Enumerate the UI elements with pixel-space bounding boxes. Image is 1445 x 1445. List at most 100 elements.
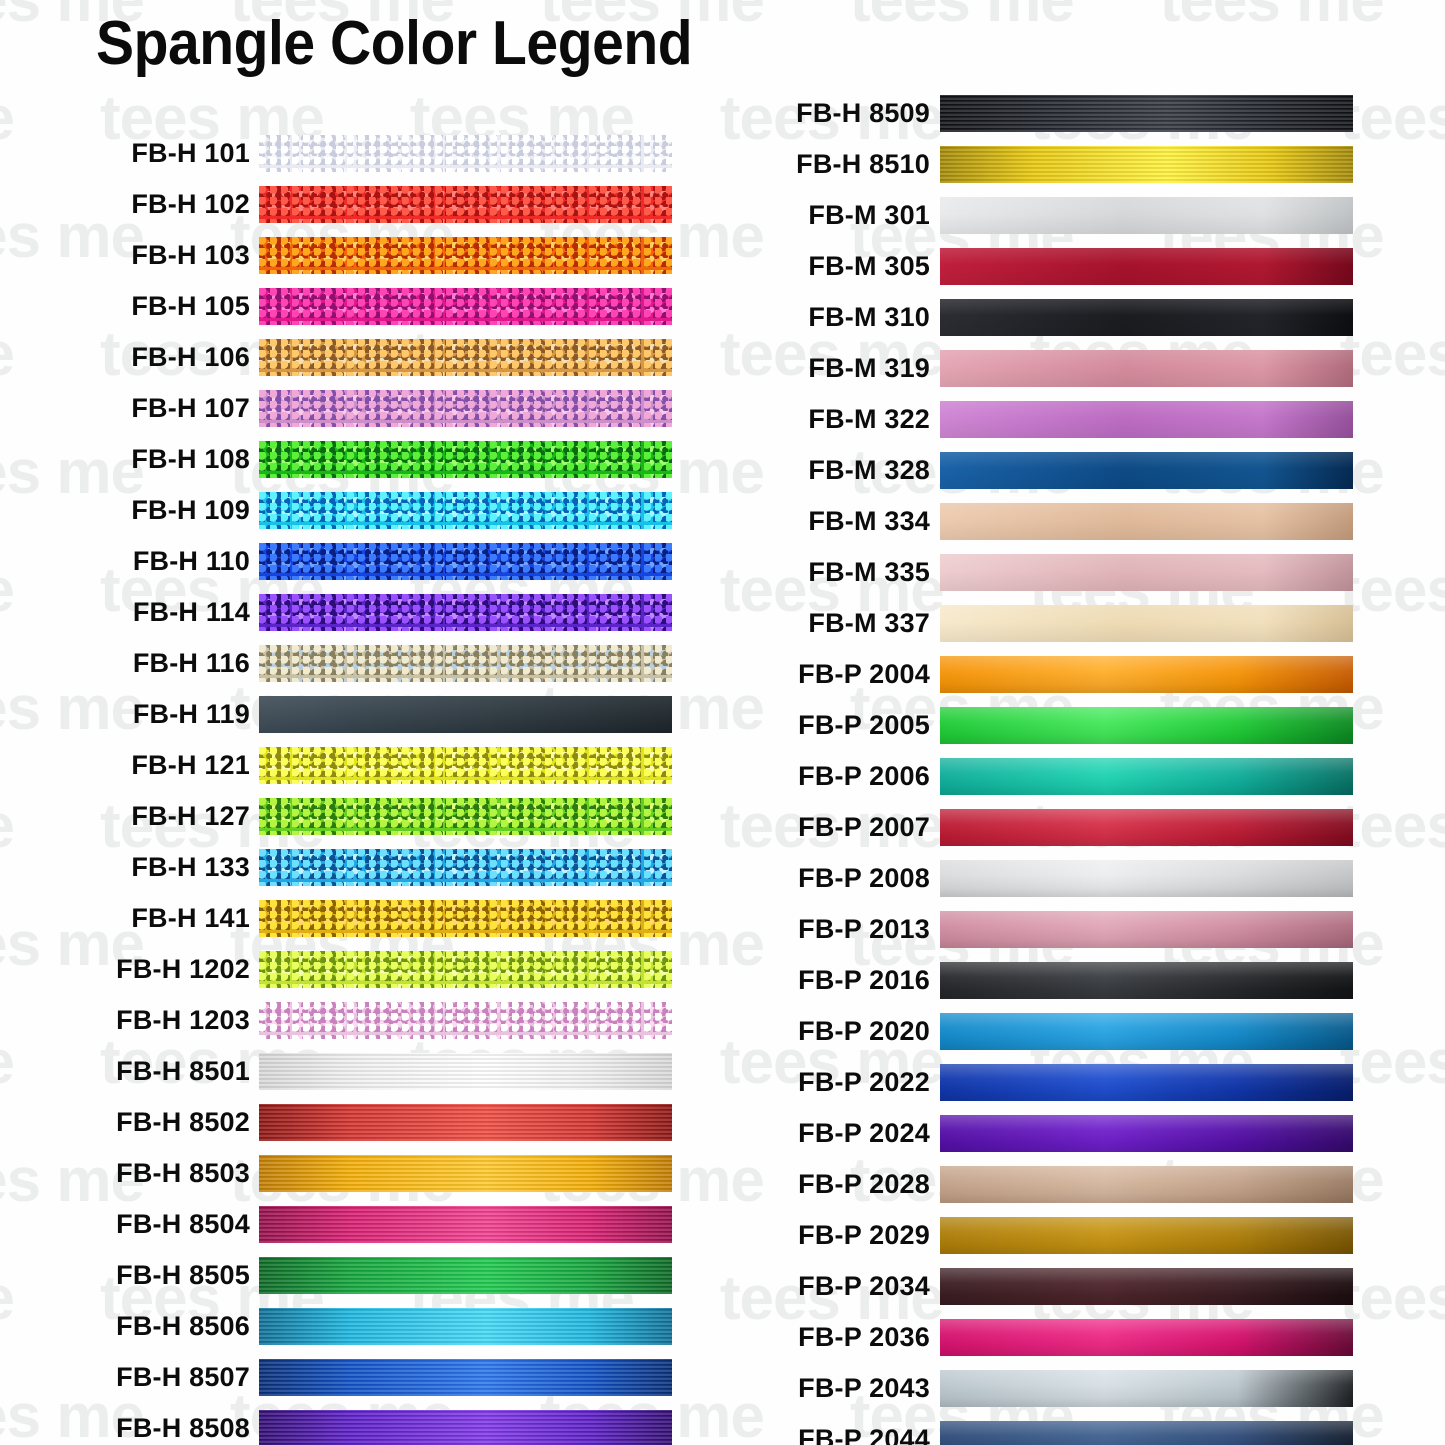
legend-row[interactable]: FB-P 2022 <box>700 1057 1445 1108</box>
color-swatch[interactable] <box>259 543 672 580</box>
legend-row[interactable]: FB-P 2044 <box>700 1414 1445 1445</box>
legend-row[interactable]: FB-H 101 <box>0 128 700 179</box>
color-swatch[interactable] <box>940 146 1353 183</box>
legend-row[interactable]: FB-H 119 <box>0 689 700 740</box>
legend-row[interactable]: FB-M 319 <box>700 343 1445 394</box>
legend-row[interactable]: FB-H 121 <box>0 740 700 791</box>
color-swatch[interactable] <box>259 1155 672 1192</box>
legend-row[interactable]: FB-P 2024 <box>700 1108 1445 1159</box>
color-swatch[interactable] <box>259 237 672 274</box>
legend-row[interactable]: FB-H 8506 <box>0 1301 700 1352</box>
color-swatch[interactable] <box>259 1206 672 1243</box>
legend-row[interactable]: FB-H 1202 <box>0 944 700 995</box>
legend-row[interactable]: FB-M 335 <box>700 547 1445 598</box>
color-swatch[interactable] <box>940 452 1353 489</box>
legend-row[interactable]: FB-H 133 <box>0 842 700 893</box>
legend-row[interactable]: FB-H 1203 <box>0 995 700 1046</box>
legend-row[interactable]: FB-P 2016 <box>700 955 1445 1006</box>
color-swatch[interactable] <box>259 1257 672 1294</box>
color-swatch[interactable] <box>940 1370 1353 1407</box>
legend-row[interactable]: FB-M 305 <box>700 241 1445 292</box>
color-swatch[interactable] <box>259 1308 672 1345</box>
legend-row[interactable]: FB-P 2007 <box>700 802 1445 853</box>
color-swatch[interactable] <box>940 1319 1353 1356</box>
legend-row[interactable]: FB-H 107 <box>0 383 700 434</box>
color-swatch[interactable] <box>940 962 1353 999</box>
legend-row[interactable]: FB-M 322 <box>700 394 1445 445</box>
color-swatch[interactable] <box>259 441 672 478</box>
color-swatch[interactable] <box>259 135 672 172</box>
color-swatch[interactable] <box>259 747 672 784</box>
legend-row[interactable]: FB-H 8503 <box>0 1148 700 1199</box>
color-swatch[interactable] <box>940 758 1353 795</box>
legend-row[interactable]: FB-H 105 <box>0 281 700 332</box>
legend-row[interactable]: FB-H 8508 <box>0 1403 700 1445</box>
color-swatch[interactable] <box>259 900 672 937</box>
color-swatch[interactable] <box>940 1421 1353 1445</box>
legend-row[interactable]: FB-H 109 <box>0 485 700 536</box>
legend-row[interactable]: FB-H 8505 <box>0 1250 700 1301</box>
color-swatch[interactable] <box>940 1064 1353 1101</box>
color-swatch[interactable] <box>259 594 672 631</box>
legend-row[interactable]: FB-H 102 <box>0 179 700 230</box>
legend-row[interactable]: FB-P 2034 <box>700 1261 1445 1312</box>
color-swatch[interactable] <box>259 492 672 529</box>
legend-row[interactable]: FB-H 8502 <box>0 1097 700 1148</box>
color-swatch[interactable] <box>259 288 672 325</box>
color-swatch[interactable] <box>259 645 672 682</box>
legend-row[interactable]: FB-H 8504 <box>0 1199 700 1250</box>
legend-row[interactable]: FB-M 337 <box>700 598 1445 649</box>
color-swatch[interactable] <box>259 1410 672 1445</box>
legend-row[interactable]: FB-P 2004 <box>700 649 1445 700</box>
color-swatch[interactable] <box>940 1217 1353 1254</box>
color-swatch[interactable] <box>259 390 672 427</box>
color-swatch[interactable] <box>940 809 1353 846</box>
color-swatch[interactable] <box>940 299 1353 336</box>
color-swatch[interactable] <box>259 951 672 988</box>
color-swatch[interactable] <box>940 503 1353 540</box>
legend-row[interactable]: FB-M 301 <box>700 190 1445 241</box>
color-swatch[interactable] <box>940 197 1353 234</box>
legend-row[interactable]: FB-H 103 <box>0 230 700 281</box>
color-swatch[interactable] <box>259 1104 672 1141</box>
legend-row[interactable]: FB-M 328 <box>700 445 1445 496</box>
color-swatch[interactable] <box>259 1053 672 1090</box>
legend-row[interactable]: FB-H 8501 <box>0 1046 700 1097</box>
legend-row[interactable]: FB-H 110 <box>0 536 700 587</box>
legend-row[interactable]: FB-H 108 <box>0 434 700 485</box>
color-swatch[interactable] <box>940 1166 1353 1203</box>
legend-row[interactable]: FB-H 106 <box>0 332 700 383</box>
legend-row[interactable]: FB-P 2006 <box>700 751 1445 802</box>
legend-row[interactable]: FB-P 2008 <box>700 853 1445 904</box>
color-swatch[interactable] <box>259 186 672 223</box>
color-swatch[interactable] <box>940 1013 1353 1050</box>
legend-row[interactable]: FB-P 2036 <box>700 1312 1445 1363</box>
legend-row[interactable]: FB-H 116 <box>0 638 700 689</box>
legend-row[interactable]: FB-P 2043 <box>700 1363 1445 1414</box>
legend-row[interactable]: FB-M 310 <box>700 292 1445 343</box>
legend-row[interactable]: FB-P 2029 <box>700 1210 1445 1261</box>
color-swatch[interactable] <box>259 1359 672 1396</box>
color-swatch[interactable] <box>259 1002 672 1039</box>
color-swatch[interactable] <box>940 401 1353 438</box>
legend-row[interactable]: FB-M 334 <box>700 496 1445 547</box>
color-swatch[interactable] <box>259 849 672 886</box>
color-swatch[interactable] <box>940 605 1353 642</box>
legend-row[interactable]: FB-H 141 <box>0 893 700 944</box>
color-swatch[interactable] <box>259 798 672 835</box>
legend-row[interactable]: FB-P 2013 <box>700 904 1445 955</box>
legend-row[interactable]: FB-H 127 <box>0 791 700 842</box>
legend-row[interactable]: FB-H 114 <box>0 587 700 638</box>
legend-row[interactable]: FB-P 2028 <box>700 1159 1445 1210</box>
color-swatch[interactable] <box>940 350 1353 387</box>
legend-row[interactable]: FB-H 8509 <box>700 88 1445 139</box>
color-swatch[interactable] <box>259 696 672 733</box>
color-swatch[interactable] <box>940 1268 1353 1305</box>
color-swatch[interactable] <box>940 95 1353 132</box>
legend-row[interactable]: FB-P 2005 <box>700 700 1445 751</box>
color-swatch[interactable] <box>940 707 1353 744</box>
color-swatch[interactable] <box>940 1115 1353 1152</box>
legend-row[interactable]: FB-P 2020 <box>700 1006 1445 1057</box>
color-swatch[interactable] <box>940 554 1353 591</box>
color-swatch[interactable] <box>940 656 1353 693</box>
